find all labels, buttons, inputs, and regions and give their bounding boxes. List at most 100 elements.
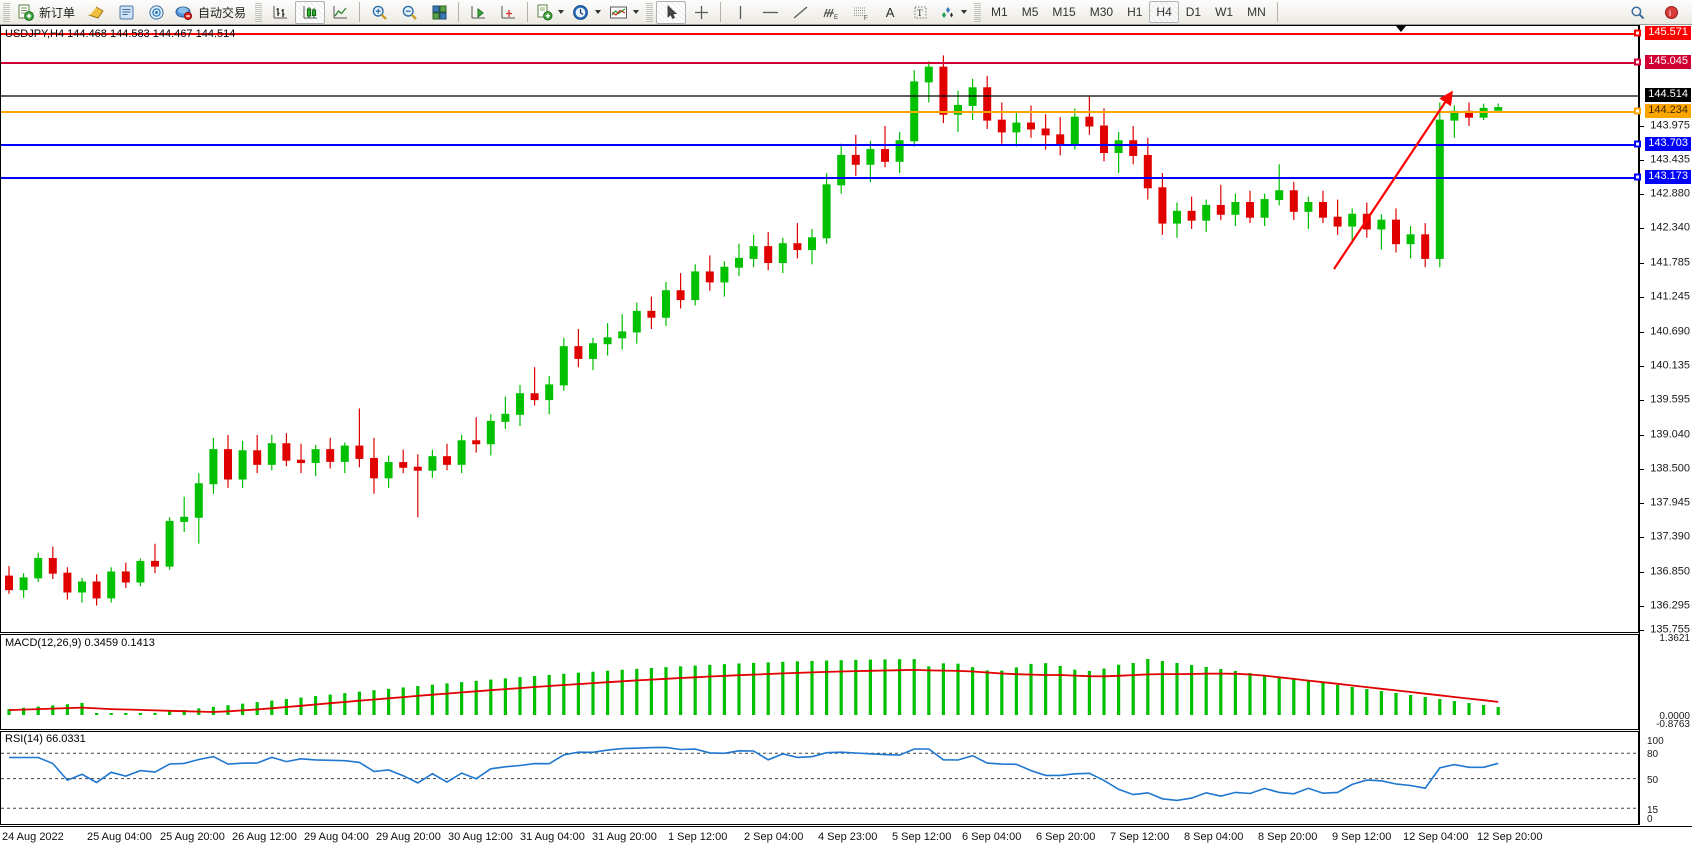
elliott-wave-button[interactable]: E [815, 1, 845, 24]
fibonacci-button[interactable]: F [845, 1, 875, 24]
shapes-caret-icon[interactable] [961, 10, 968, 14]
macd-pane[interactable]: MACD(12,26,9) 0.3459 0.1413 [0, 634, 1639, 730]
crosshair-icon [694, 5, 708, 19]
vertical-line-button[interactable] [725, 1, 755, 24]
chart-area[interactable]: USDJPY,H4 144.468 144.583 144.467 144.51… [0, 25, 1692, 849]
tf-m5[interactable]: M5 [1021, 5, 1039, 19]
toolbar-grip-3[interactable] [646, 2, 654, 22]
bar-chart-button[interactable] [265, 1, 295, 24]
toolbar-grip-2[interactable] [255, 2, 263, 22]
tf-h1[interactable]: H1 [1127, 5, 1143, 19]
candle-body [63, 572, 72, 593]
price-level-handle[interactable] [1634, 58, 1641, 66]
text-button[interactable]: A [875, 1, 905, 24]
macd-histogram-bar [138, 713, 142, 715]
toolbar-grip[interactable] [3, 2, 10, 22]
macd-histogram-bar [971, 667, 975, 715]
macd-histogram-bar [1000, 670, 1004, 715]
zoom-in-button[interactable] [364, 1, 394, 24]
candle-body [676, 290, 685, 301]
candle-body [1421, 234, 1430, 259]
candle-body [48, 557, 57, 574]
autoscroll-button[interactable] [463, 1, 493, 24]
price-tick-mark [1640, 297, 1644, 298]
rsi-pane[interactable]: RSI(14) 66.0331 [0, 731, 1639, 825]
macd-histogram-bar [810, 660, 814, 715]
macd-histogram-bar [241, 703, 245, 715]
macd-histogram-bar [1482, 705, 1486, 715]
line-chart-button[interactable] [325, 1, 355, 24]
tf-mn[interactable]: MN [1247, 5, 1266, 19]
trendline-button[interactable] [785, 1, 815, 24]
macd-histogram-bar [503, 678, 507, 715]
horizontal-line-button[interactable] [755, 1, 785, 24]
indicators-caret-icon[interactable] [558, 10, 565, 14]
help-button[interactable]: i [1656, 1, 1686, 24]
indicators-button[interactable] [532, 1, 568, 24]
price-level-badge[interactable]: 144.514 [1645, 88, 1691, 102]
data-window-button[interactable] [111, 1, 141, 24]
search-button[interactable] [1622, 1, 1652, 24]
tf-w1[interactable]: W1 [1215, 5, 1234, 19]
toolbar-grip-4[interactable] [974, 2, 982, 22]
tf-m1[interactable]: M1 [991, 5, 1008, 19]
tile-windows-button[interactable] [424, 1, 454, 24]
zoom-out-button[interactable] [394, 1, 424, 24]
cursor-button[interactable] [656, 0, 687, 24]
macd-histogram-bar [825, 660, 829, 715]
macd-histogram-bar [1350, 687, 1354, 715]
periods-caret-icon[interactable] [595, 10, 602, 14]
tf-m30[interactable]: M30 [1089, 5, 1114, 19]
charts-button[interactable] [81, 1, 111, 24]
candle-body [559, 346, 568, 386]
macd-histogram-bar [708, 664, 712, 715]
price-level-badge[interactable]: 145.571 [1645, 26, 1691, 40]
price-pane[interactable]: USDJPY,H4 144.468 144.583 144.467 144.51… [0, 25, 1639, 633]
periods-button[interactable] [568, 1, 605, 24]
navigator-button[interactable] [141, 1, 171, 24]
price-level-badge[interactable]: 143.703 [1645, 137, 1691, 151]
tf-h4[interactable]: H4 [1149, 1, 1179, 23]
candle-body [866, 149, 875, 165]
auto-trading-button[interactable]: 自动交易 [171, 1, 252, 24]
price-level-handle[interactable] [1634, 173, 1641, 181]
crosshair-button[interactable] [686, 1, 716, 24]
price-level-badge[interactable]: 143.173 [1645, 170, 1691, 184]
time-axis-label: 5 Sep 12:00 [892, 831, 952, 843]
candle-body [1246, 202, 1254, 218]
candle-body [691, 271, 700, 301]
time-axis[interactable]: 24 Aug 2022 25 Aug 04:00 25 Aug 20:00 26 Au… [0, 826, 1692, 849]
macd-signal-line [8, 668, 1499, 713]
candle-body [603, 337, 612, 345]
price-level-badge[interactable]: 144.234 [1645, 104, 1691, 118]
candle-body [399, 462, 408, 468]
macd-histogram-bar [1365, 689, 1369, 715]
macd-histogram-bar [1219, 669, 1223, 715]
price-axis[interactable]: 143.975 143.435 142.880 142.340 141.785 141.2… [1634, 25, 1692, 825]
shapes-button[interactable] [935, 1, 971, 24]
main-toolbar[interactable]: 新订单 自动交易 [0, 0, 1692, 25]
price-level-handle[interactable] [1634, 140, 1641, 148]
new-order-button[interactable]: 新订单 [13, 1, 81, 24]
time-axis-label: 6 Sep 20:00 [1036, 831, 1096, 843]
price-tick-label: 142.880 [1650, 187, 1690, 200]
text-label-button[interactable]: T [905, 1, 935, 24]
macd-histogram-bar [1058, 665, 1062, 715]
candlestick-chart-button[interactable] [295, 0, 326, 24]
tf-d1[interactable]: D1 [1185, 5, 1202, 19]
price-level-handle[interactable] [1634, 29, 1641, 37]
macd-histogram-bar [489, 679, 493, 715]
templates-caret-icon[interactable] [633, 10, 640, 14]
price-level-badge[interactable]: 145.045 [1645, 55, 1691, 69]
chart-scroll-marker[interactable] [1396, 26, 1406, 32]
toolbar-separator-4 [720, 2, 722, 22]
macd-histogram-bar [737, 663, 741, 715]
macd-histogram-bar [533, 676, 537, 715]
macd-histogram-bar [1117, 664, 1121, 715]
templates-button[interactable] [605, 1, 643, 24]
chart-shift-button[interactable] [493, 1, 523, 24]
tf-m15[interactable]: M15 [1052, 5, 1076, 19]
price-level-handle[interactable] [1634, 107, 1641, 115]
macd-histogram-bar [387, 688, 391, 715]
time-axis-label: 12 Sep 20:00 [1477, 831, 1543, 843]
